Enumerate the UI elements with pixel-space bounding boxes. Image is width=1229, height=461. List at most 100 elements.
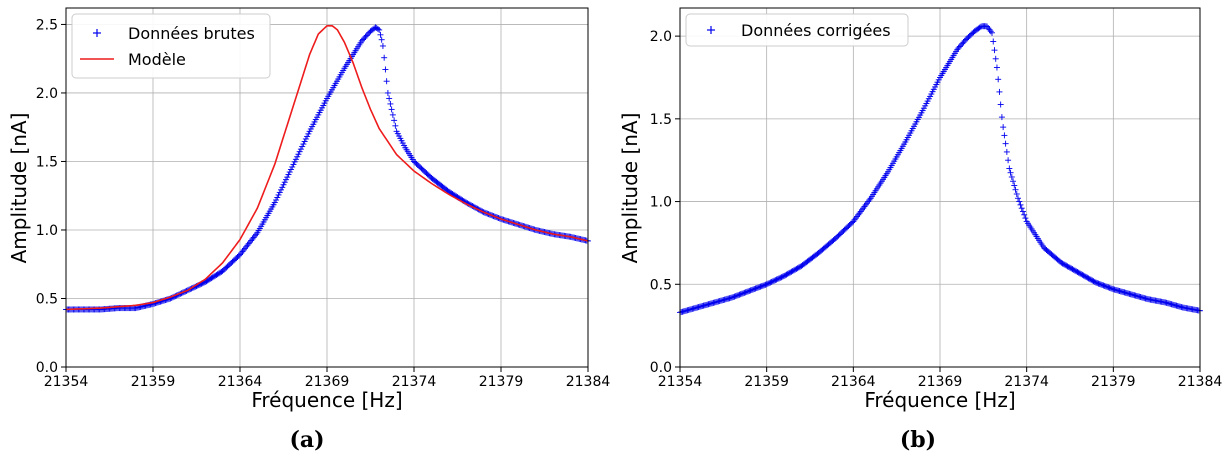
x-tick-label: 21374 [1004,374,1049,390]
data-point [287,166,294,173]
data-point [292,156,299,163]
y-tick-label: 2.5 [36,17,58,33]
data-point [1003,148,1010,155]
data-point [1078,271,1085,278]
grid-a [65,8,589,368]
data-point [289,163,296,170]
data-point [742,289,749,296]
data-point [286,169,293,176]
data-point [767,279,774,286]
data-point [735,292,742,299]
data-point [753,285,760,292]
data-point [793,265,800,272]
data-point [989,29,995,36]
data-point [761,282,768,289]
y-tick-label: 0.0 [36,360,58,376]
data-point [384,89,391,96]
data-point [1105,284,1112,291]
y-tick-label: 2.0 [36,86,58,102]
data-point [746,287,753,294]
data-point [358,37,365,44]
data-point [1006,165,1013,172]
data-point [1081,273,1088,280]
x-axis-title-b: Fréquence [Hz] [864,388,1015,412]
data-point [282,176,289,183]
data-point [995,76,1002,83]
data-point [1064,263,1071,270]
legend-label-model: Modèle [128,50,186,69]
data-point [1070,266,1077,273]
data-point [1095,280,1102,287]
data-point [271,199,278,206]
x-tick-label: 21354 [658,374,703,390]
x-tick-labels-b: 21354 21359 21364 21369 21374 21379 21384 [658,374,1223,390]
data-point [1085,275,1092,282]
data-point [730,294,737,301]
data-point [1017,201,1024,208]
data-point [759,282,766,289]
data-point [279,184,286,191]
data-point [773,276,780,283]
data-point [1067,264,1073,271]
marker-series-b [677,23,1203,316]
data-point [1074,268,1081,275]
data-point [782,272,789,279]
data-point [300,141,307,148]
plot-frame-a [65,7,589,368]
data-point [955,44,962,51]
y-tick-label: 0.5 [650,277,672,293]
data-point [290,161,297,168]
data-point [790,267,797,274]
data-point [958,42,965,49]
data-point [1106,284,1113,291]
series-b [677,23,1203,316]
x-tick-label: 21379 [1091,374,1136,390]
data-point [1058,259,1065,266]
data-point [377,31,384,38]
data-point [762,281,769,288]
data-point [1089,277,1096,284]
data-point [383,78,390,85]
x-tick-labels-a: 21354 21359 21364 21369 21374 21379 21384 [44,374,611,390]
y-tick-label: 2.0 [650,29,672,45]
data-point [743,288,750,295]
data-point [280,181,287,188]
panel-b: 21354 21359 21364 21369 21374 21379 21384 0.00… [618,7,1223,453]
data-point [788,268,795,275]
data-point [388,106,395,113]
data-point [296,148,303,155]
y-tick-label: 1.0 [650,195,672,211]
plot-frame-b [679,7,1201,368]
data-point [1073,268,1080,275]
legend-label-raw-data: Données brutes [128,24,255,43]
data-point [1015,195,1021,202]
data-point [733,292,740,299]
data-point [301,138,308,145]
data-point [769,278,776,285]
data-point [960,39,967,46]
data-point [731,293,738,300]
data-point [1002,140,1009,147]
y-axis-title-a: Amplitude [nA] [7,113,31,264]
data-point [779,273,786,280]
y-tick-label: 1.5 [650,112,672,128]
caption-b: (b) [900,427,936,453]
data-point [748,286,755,293]
data-point [781,273,787,280]
data-point [756,284,763,291]
data-point [772,277,779,284]
data-point [795,264,802,271]
data-point [785,270,792,277]
data-point [392,122,399,129]
ticks-b [675,35,1201,372]
data-point [755,284,761,291]
data-point [741,289,748,296]
data-point [771,277,778,284]
data-point [738,290,745,297]
data-point [751,286,758,293]
data-point [294,153,301,160]
data-point [1107,285,1114,292]
data-point [304,133,311,140]
data-point [732,293,739,300]
data-point [997,101,1004,108]
